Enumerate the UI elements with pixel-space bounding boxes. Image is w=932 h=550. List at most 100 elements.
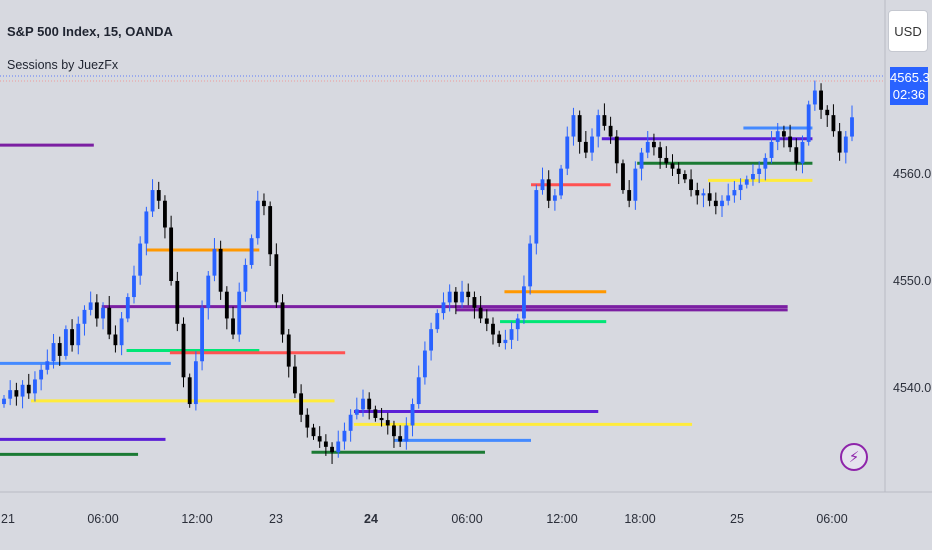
candle-body — [299, 393, 304, 415]
candle-body — [218, 248, 223, 292]
candle-body — [763, 157, 768, 169]
candle-body — [373, 409, 378, 418]
candle-body — [231, 318, 235, 335]
candle-body — [491, 323, 495, 335]
candle-body — [664, 157, 669, 164]
candle-body — [577, 115, 582, 142]
candle-body — [8, 390, 13, 399]
bar-countdown: 02:36 — [892, 87, 926, 102]
time-tick-label: 06:00 — [451, 512, 482, 526]
price-axis[interactable]: 4540.0 4550.0 4560.0 — [893, 167, 931, 395]
candle-body — [534, 190, 539, 244]
lightning-icon[interactable]: ⚡ — [840, 443, 868, 471]
candle-body — [132, 275, 136, 298]
candle-body — [206, 275, 211, 308]
candle-body — [652, 141, 656, 148]
candle-body — [831, 115, 836, 132]
time-tick-label: 12:00 — [181, 512, 212, 526]
candle-body — [392, 425, 396, 437]
candle-body — [286, 334, 291, 367]
candle-body — [707, 193, 712, 201]
time-tick-label: 06:00 — [816, 512, 847, 526]
session-lines — [0, 126, 813, 456]
candles — [2, 80, 854, 464]
time-tick-label: 23 — [269, 512, 283, 526]
candle-body — [806, 104, 811, 142]
candle-body — [101, 307, 105, 319]
candle-body — [150, 190, 155, 212]
candle-body — [293, 366, 297, 394]
candle-body — [781, 131, 786, 137]
indicator-label[interactable]: Sessions by JuezFx — [7, 58, 119, 72]
candle-body — [689, 179, 693, 191]
candle-body — [26, 384, 31, 394]
candle-body — [794, 147, 799, 164]
candle-body — [76, 323, 81, 346]
candle-body — [138, 243, 143, 276]
last-price-value: 4565.3 — [890, 70, 930, 85]
candle-body — [181, 323, 186, 378]
candle-body — [515, 318, 520, 330]
candle-body — [843, 136, 848, 153]
candle-body — [559, 168, 563, 196]
price-tick-label: 4560.0 — [893, 167, 931, 181]
candle-body — [416, 377, 421, 405]
candle-body — [51, 343, 56, 362]
candle-body — [726, 195, 731, 201]
time-axis[interactable]: 21 06:00 12:00 23 24 06:00 12:00 18:00 25 06:00 — [1, 512, 848, 526]
candle-body — [503, 339, 508, 344]
candle-body — [608, 125, 613, 137]
candle-body — [200, 307, 204, 362]
candle-body — [701, 193, 706, 196]
candle-body — [670, 163, 675, 169]
candle-body — [33, 379, 37, 394]
symbol-title[interactable]: S&P 500 Index, 15, OANDA — [7, 24, 173, 39]
candle-body — [107, 307, 112, 335]
candle-body — [732, 190, 737, 196]
candle-body — [571, 115, 576, 137]
candle-body — [751, 174, 755, 180]
candle-body — [744, 179, 749, 185]
candle-body — [39, 369, 44, 380]
candle-body — [404, 425, 409, 442]
candle-body — [367, 398, 372, 410]
candle-body — [441, 302, 446, 314]
candle-body — [63, 329, 68, 356]
candle-body — [336, 441, 341, 453]
candle-body — [354, 409, 359, 415]
candle-body — [819, 90, 823, 110]
candle-body — [614, 136, 619, 164]
candle-body — [435, 313, 440, 330]
time-tick-label: 21 — [1, 512, 15, 526]
candle-body — [169, 227, 174, 281]
candle-body — [540, 179, 545, 191]
candle-body — [565, 136, 570, 169]
candle-body — [658, 147, 663, 158]
candle-body — [769, 141, 774, 158]
candle-body — [738, 184, 743, 191]
currency-button[interactable]: USD — [888, 10, 928, 52]
candle-body — [342, 430, 347, 442]
candle-body — [385, 420, 390, 426]
candle-body — [633, 168, 638, 201]
candle-body — [596, 115, 601, 137]
candle-body — [255, 200, 260, 239]
candle-body — [837, 131, 842, 153]
candle-body — [453, 291, 458, 303]
candle-body — [812, 90, 817, 105]
candle-body — [528, 243, 533, 287]
candle-body — [379, 417, 384, 421]
candle-body — [45, 361, 50, 370]
candle-body — [305, 414, 310, 428]
candle-body — [590, 136, 594, 153]
time-tick-label: 06:00 — [87, 512, 118, 526]
candle-body — [14, 390, 19, 397]
candle-body — [484, 318, 489, 324]
time-tick-label: 24 — [364, 512, 378, 526]
candle-body — [713, 200, 718, 207]
candle-body — [682, 174, 687, 180]
candle-body — [788, 136, 793, 148]
candle-body — [676, 168, 681, 174]
